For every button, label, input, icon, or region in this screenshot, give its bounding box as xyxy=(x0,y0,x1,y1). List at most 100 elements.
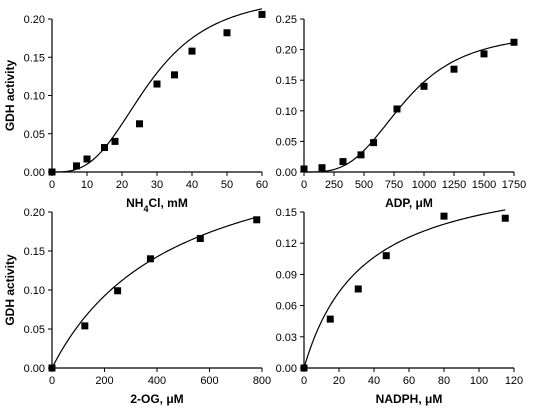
data-point xyxy=(223,29,231,37)
x-tick-label: 40 xyxy=(368,375,380,387)
y-tick-label: 0.10 xyxy=(24,91,45,103)
x-axis-title-part: ADP, μM xyxy=(385,196,433,210)
x-tick-label: 100 xyxy=(470,375,488,387)
x-tick-label: 1500 xyxy=(472,179,496,191)
data-point xyxy=(326,315,334,323)
y-tick-label: 0.15 xyxy=(24,52,45,64)
data-point xyxy=(188,47,196,55)
x-tick-label: 400 xyxy=(148,375,166,387)
data-point xyxy=(393,105,401,113)
data-point xyxy=(440,212,448,220)
y-tick-label: 0.15 xyxy=(276,75,297,87)
x-axis-title-part: NH xyxy=(126,196,143,210)
x-tick-label: 20 xyxy=(116,179,128,191)
y-tick-label: 0.00 xyxy=(24,363,45,375)
y-tick-label: 0.15 xyxy=(24,246,45,258)
data-point xyxy=(450,65,458,73)
fit-curve xyxy=(303,209,506,369)
x-tick-label: 1250 xyxy=(442,179,466,191)
y-axis-title: GDH activity xyxy=(3,59,17,131)
x-tick-label: 750 xyxy=(385,179,403,191)
data-point xyxy=(153,80,161,88)
x-tick-label: 10 xyxy=(81,179,93,191)
data-point xyxy=(420,82,428,90)
x-axis-title-part: Cl, mM xyxy=(149,196,188,210)
y-tick-label: 0.20 xyxy=(24,207,45,219)
chart-panel-4: 0 20 40 60 80 100 120 0.00 0.03 0.06 0.09 0.12 0.15 N… xyxy=(276,207,524,406)
x-tick-label: 50 xyxy=(221,179,233,191)
x-axis-title: 2-OG, μM xyxy=(130,392,183,406)
x-axis-title: NH4Cl, mM xyxy=(126,196,188,214)
y-tick-label: 0.05 xyxy=(24,324,45,336)
x-tick-label: 40 xyxy=(186,179,198,191)
x-tick-label: 800 xyxy=(253,375,271,387)
y-tick-label: 0.00 xyxy=(276,363,297,375)
data-point xyxy=(136,120,143,128)
data-point xyxy=(357,151,365,159)
y-tick-label: 0.15 xyxy=(276,207,297,219)
data-point xyxy=(48,168,56,176)
y-tick-label: 0.10 xyxy=(276,106,297,118)
fit-curve xyxy=(52,8,263,173)
x-tick-label: 1750 xyxy=(502,179,526,191)
data-point xyxy=(258,10,266,18)
x-tick-label: 60 xyxy=(256,179,268,191)
data-point xyxy=(48,364,56,372)
y-tick-label: 0.10 xyxy=(24,285,45,297)
data-point xyxy=(196,235,204,243)
data-point xyxy=(339,158,347,166)
data-point xyxy=(300,165,308,173)
data-point xyxy=(83,155,91,163)
fit-curve xyxy=(51,216,257,369)
x-tick-label: 0 xyxy=(301,375,307,387)
x-tick-label: 60 xyxy=(403,375,415,387)
data-point xyxy=(510,38,518,46)
x-tick-label: 500 xyxy=(355,179,373,191)
y-tick-label: 0.20 xyxy=(276,45,297,57)
data-point xyxy=(354,285,362,293)
data-point xyxy=(146,255,154,263)
y-tick-label: 0.00 xyxy=(276,167,297,179)
data-point xyxy=(370,139,378,147)
data-point xyxy=(171,71,178,79)
data-point xyxy=(253,216,261,224)
x-tick-label: 250 xyxy=(325,179,343,191)
data-point xyxy=(382,252,390,260)
x-axis-title: ADP, μM xyxy=(385,196,433,210)
data-point xyxy=(480,50,488,58)
y-tick-label: 0.05 xyxy=(24,129,45,141)
data-point xyxy=(114,287,122,295)
chart-panel-2: 0 250 500 750 1000 1250 1500 1750 0.00 0.05 0.10 0.… xyxy=(276,14,527,210)
x-tick-label: 30 xyxy=(151,179,163,191)
x-axis-title-part: NADPH, μM xyxy=(376,392,443,406)
x-axis-title-subscript: 4 xyxy=(143,204,148,214)
data-point xyxy=(501,214,509,222)
x-axis-title-part: 2-OG, μM xyxy=(130,392,183,406)
x-tick-label: 0 xyxy=(49,375,55,387)
x-tick-label: 80 xyxy=(438,375,450,387)
x-tick-label: 120 xyxy=(505,375,523,387)
y-tick-label: 0.12 xyxy=(276,238,297,250)
x-tick-label: 0 xyxy=(301,179,307,191)
y-tick-label: 0.05 xyxy=(276,136,297,148)
y-tick-label: 0.00 xyxy=(24,167,45,179)
y-tick-label: 0.25 xyxy=(276,14,297,26)
data-point xyxy=(73,162,80,170)
y-tick-label: 0.03 xyxy=(276,332,297,344)
x-tick-label: 600 xyxy=(200,375,218,387)
y-tick-label: 0.09 xyxy=(276,269,297,281)
data-point xyxy=(81,322,89,330)
data-point xyxy=(101,144,108,152)
data-point xyxy=(318,164,326,172)
x-tick-label: 20 xyxy=(333,375,345,387)
fit-curve xyxy=(304,42,515,173)
y-axis-title: GDH activity xyxy=(3,254,17,326)
data-point xyxy=(111,137,119,145)
x-tick-label: 0 xyxy=(49,179,55,191)
x-tick-label: 1000 xyxy=(412,179,436,191)
y-tick-label: 0.06 xyxy=(276,301,297,313)
x-tick-label: 200 xyxy=(95,375,113,387)
y-tick-label: 0.20 xyxy=(24,14,45,26)
data-point xyxy=(300,364,308,372)
